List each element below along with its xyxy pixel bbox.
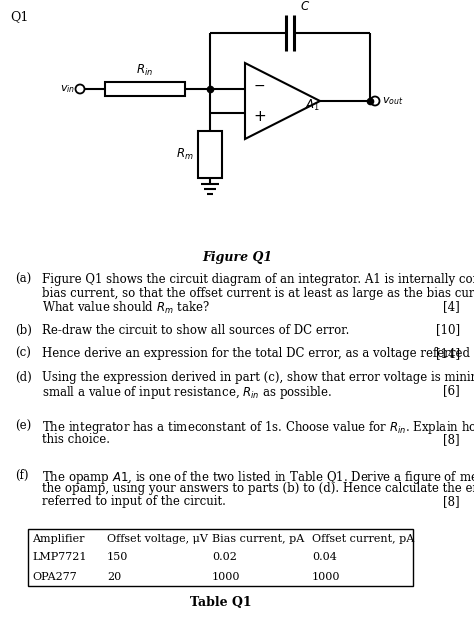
Text: $-$: $-$ [253, 78, 265, 92]
Text: Figure Q1 shows the circuit diagram of an integrator. A1 is internally corrected: Figure Q1 shows the circuit diagram of a… [42, 273, 474, 286]
Text: [10]: [10] [436, 324, 460, 336]
Text: Re-draw the circuit to show all sources of DC error.: Re-draw the circuit to show all sources … [42, 324, 349, 336]
Text: Q1: Q1 [10, 10, 28, 23]
Text: Figure Q1: Figure Q1 [202, 252, 272, 264]
Text: Hence derive an expression for the total DC error, as a voltage referred to the : Hence derive an expression for the total… [42, 347, 474, 360]
Text: $C$: $C$ [300, 0, 310, 13]
Text: (a): (a) [15, 273, 31, 286]
Text: (f): (f) [15, 468, 28, 481]
Text: $+$: $+$ [253, 110, 266, 124]
Text: 0.04: 0.04 [312, 553, 337, 562]
Text: the opamp, using your answers to parts (b) to (d). Hence calculate the error vol: the opamp, using your answers to parts (… [42, 482, 474, 495]
Text: 150: 150 [107, 553, 128, 562]
Text: Table Q1: Table Q1 [190, 596, 251, 609]
Text: (d): (d) [15, 370, 32, 384]
Text: Using the expression derived in part (c), show that error voltage is minimized b: Using the expression derived in part (c)… [42, 370, 474, 384]
Text: small a value of input resistance, $R_{in}$ as possible.: small a value of input resistance, $R_{i… [42, 384, 332, 401]
Text: The integrator has a timeconstant of 1s. Choose value for $R_{in}$. Explain how : The integrator has a timeconstant of 1s.… [42, 420, 474, 437]
Text: $v_{out}$: $v_{out}$ [382, 95, 403, 107]
Text: Offset voltage, μV: Offset voltage, μV [107, 533, 208, 543]
Text: The opamp $A1$, is one of the two listed in Table Q1. Derive a figure of merit (: The opamp $A1$, is one of the two listed… [42, 468, 474, 485]
Text: LMP7721: LMP7721 [32, 553, 86, 562]
Text: OPA277: OPA277 [32, 572, 77, 582]
Text: [8]: [8] [443, 495, 460, 509]
Text: What value should $R_m$ take?: What value should $R_m$ take? [42, 300, 210, 316]
Text: Offset current, pA: Offset current, pA [312, 533, 414, 543]
Text: Bias current, pA: Bias current, pA [212, 533, 304, 543]
Bar [105, 82, 185, 96]
Text: 1000: 1000 [312, 572, 340, 582]
Text: this choice.: this choice. [42, 433, 110, 446]
Text: (b): (b) [15, 324, 32, 336]
Text: [14]: [14] [436, 347, 460, 360]
Text: (e): (e) [15, 420, 31, 432]
Text: $v_{in}$: $v_{in}$ [60, 83, 75, 95]
Text: $A_1$: $A_1$ [305, 97, 320, 112]
Text: 20: 20 [107, 572, 121, 582]
Text: [4]: [4] [443, 300, 460, 313]
Text: $R_m$: $R_m$ [176, 147, 194, 162]
Text: bias current, so that the offset current is at least as large as the bias curren: bias current, so that the offset current… [42, 286, 474, 300]
Text: [8]: [8] [443, 433, 460, 446]
Text: referred to input of the circuit.: referred to input of the circuit. [42, 495, 226, 509]
Text: 0.02: 0.02 [212, 553, 237, 562]
Text: [6]: [6] [443, 384, 460, 397]
Bar [28, 529, 413, 586]
Text: $R_{in}$: $R_{in}$ [137, 63, 154, 78]
Bar [198, 131, 222, 178]
Text: (c): (c) [15, 347, 31, 360]
Text: 1000: 1000 [212, 572, 240, 582]
Text: Amplifier: Amplifier [32, 533, 84, 543]
